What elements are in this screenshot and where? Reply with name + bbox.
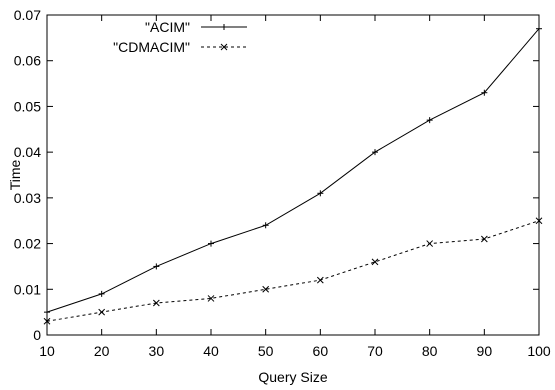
- y-tick-label: 0.04: [14, 144, 41, 160]
- series-2-point: [316, 276, 324, 284]
- series-1-point: [372, 149, 378, 156]
- x-axis-label: Query Size: [258, 369, 327, 385]
- y-tick-label: 0: [33, 327, 41, 343]
- x-tick-label: 10: [39, 343, 55, 359]
- x-tick-label: 100: [527, 343, 551, 359]
- x-tick-label: 90: [477, 343, 493, 359]
- series-1-point: [208, 240, 214, 247]
- series-2-point: [98, 308, 106, 316]
- y-tick-label: 0.07: [14, 7, 41, 23]
- series-2-point: [207, 295, 215, 302]
- legend-marker-1: [221, 24, 227, 30]
- legend-label-2: "CDMACIM": [113, 39, 190, 55]
- series-1-point: [536, 25, 542, 32]
- y-tick-label: 0.05: [14, 98, 41, 114]
- y-tick-label: 0.06: [14, 53, 41, 69]
- x-tick-label: 50: [258, 343, 274, 359]
- series-line-1: [46, 28, 540, 313]
- ticks-layer: 10 20 30 40 50 60 70 80 90 100 0 0.01 0.02 0.03 0.04 0.…: [14, 7, 551, 359]
- series-2-point: [43, 317, 51, 325]
- y-tick-label: 0.03: [14, 190, 41, 206]
- series-2-point: [262, 285, 270, 293]
- series-2-point: [371, 258, 379, 266]
- series-1-point: [153, 263, 160, 270]
- y-tick-label: 0.01: [14, 281, 41, 297]
- series-1-point: [481, 89, 488, 96]
- y-axis-label: Time: [7, 159, 23, 190]
- x-tick-label: 30: [149, 343, 165, 359]
- series-2-point: [152, 299, 160, 307]
- x-tick-label: 60: [313, 343, 329, 359]
- x-tick-label: 20: [94, 343, 110, 359]
- x-tick-label: 40: [203, 343, 219, 359]
- series-line-2: [46, 220, 540, 322]
- plot-frame: [46, 14, 540, 336]
- series-1-point: [426, 117, 433, 124]
- series-1-point: [44, 309, 50, 316]
- series-1-point: [98, 290, 105, 297]
- series-2-point: [535, 217, 543, 225]
- legend-marker-2: [220, 43, 228, 51]
- series-1-point: [262, 222, 269, 229]
- legend: "ACIM" "CDMACIM": [113, 19, 247, 55]
- series-layer: [43, 25, 543, 325]
- x-tick-label: 70: [367, 343, 383, 359]
- x-tick-label: 80: [422, 343, 438, 359]
- legend-label-1: "ACIM": [145, 19, 190, 35]
- y-tick-label: 0.02: [14, 236, 41, 252]
- series-2-point: [480, 235, 488, 243]
- series-1-point: [317, 190, 324, 197]
- series-2-point: [426, 240, 434, 247]
